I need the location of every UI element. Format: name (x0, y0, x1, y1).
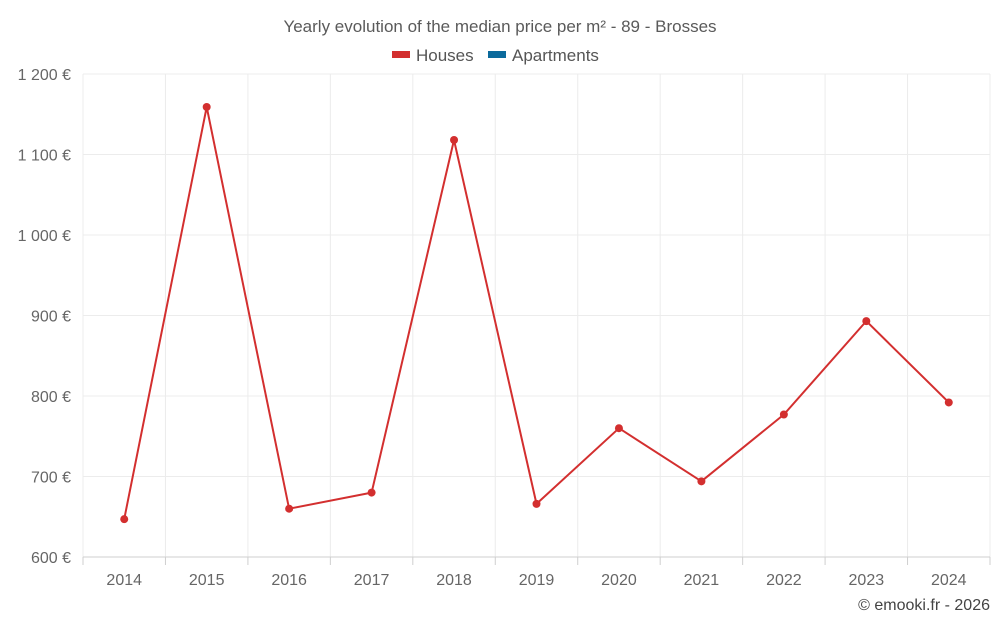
chart-title: Yearly evolution of the median price per… (283, 17, 716, 36)
x-tick-label: 2018 (436, 572, 472, 589)
x-tick-label: 2016 (271, 572, 307, 589)
x-tick-label: 2022 (766, 572, 802, 589)
y-tick-label: 700 € (31, 470, 71, 487)
x-tick-label: 2014 (106, 572, 142, 589)
x-tick-label: 2023 (849, 572, 885, 589)
x-axis: 2014 2015 2016 2017 2018 2019 2020 2021 2022 2023… (82, 556, 991, 589)
data-point[interactable] (697, 477, 706, 486)
data-point[interactable] (285, 504, 294, 513)
x-tick-label: 2024 (931, 572, 967, 589)
series-houses (120, 103, 953, 524)
legend-item-houses[interactable]: Houses (392, 46, 474, 65)
data-point[interactable] (120, 515, 129, 524)
data-point[interactable] (862, 317, 871, 326)
x-tick-label: 2017 (354, 572, 390, 589)
data-point[interactable] (614, 424, 623, 433)
data-point[interactable] (367, 488, 376, 497)
data-point[interactable] (944, 398, 953, 407)
y-axis: 600 € 700 € 800 € 900 € 1 000 € 1 100 € 1 200 … (18, 67, 71, 567)
legend-label-houses: Houses (416, 46, 474, 65)
legend-swatch-houses (392, 51, 410, 58)
x-tick-label: 2020 (601, 572, 637, 589)
x-tick-label: 2015 (189, 572, 225, 589)
legend-item-apartments[interactable]: Apartments (488, 46, 599, 65)
y-tick-label: 1 100 € (18, 148, 71, 165)
legend-label-apartments: Apartments (512, 46, 599, 65)
grid (82, 73, 991, 557)
x-tick-label: 2019 (519, 572, 555, 589)
data-point[interactable] (532, 499, 541, 508)
y-tick-label: 1 000 € (18, 228, 71, 245)
data-point[interactable] (779, 410, 788, 419)
data-point[interactable] (450, 136, 459, 145)
credit-text: © emooki.fr - 2026 (858, 597, 990, 614)
y-tick-label: 1 200 € (18, 67, 71, 84)
y-tick-label: 900 € (31, 309, 71, 326)
data-point[interactable] (202, 103, 211, 112)
y-tick-label: 600 € (31, 550, 71, 567)
y-tick-label: 800 € (31, 389, 71, 406)
legend: Houses Apartments (392, 46, 599, 65)
legend-swatch-apartments (488, 51, 506, 58)
x-tick-label: 2021 (684, 572, 720, 589)
